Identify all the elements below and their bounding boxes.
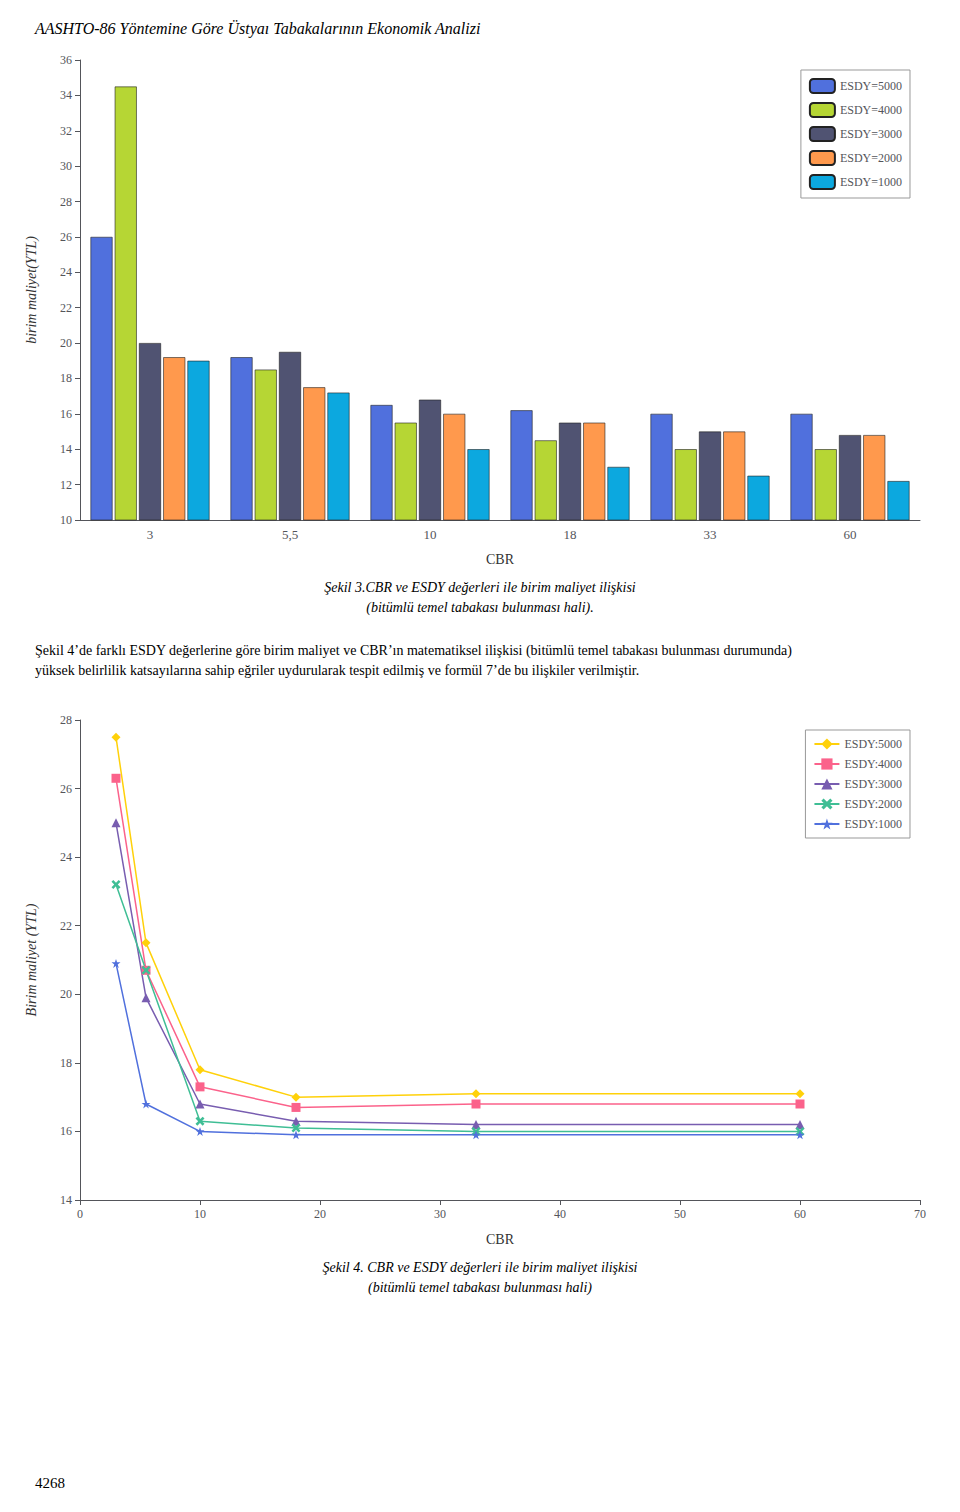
svg-text:30: 30 xyxy=(60,159,72,173)
svg-text:Şekil 3.CBR ve ESDY değerleri: Şekil 3.CBR ve ESDY değerleri ile birim … xyxy=(324,580,636,595)
svg-text:36: 36 xyxy=(60,53,72,67)
svg-text:ESDY=1000: ESDY=1000 xyxy=(840,175,902,189)
svg-text:60: 60 xyxy=(794,1207,806,1221)
svg-text:10: 10 xyxy=(194,1207,206,1221)
svg-text:33: 33 xyxy=(704,527,717,542)
svg-text:30: 30 xyxy=(434,1207,446,1221)
svg-text:(bitümlü temel tabakası bulunm: (bitümlü temel tabakası bulunması hali) xyxy=(368,1280,592,1296)
svg-text:16: 16 xyxy=(60,1124,72,1138)
svg-text:26: 26 xyxy=(60,782,72,796)
svg-text:18: 18 xyxy=(564,527,577,542)
svg-text:50: 50 xyxy=(674,1207,686,1221)
svg-text:18: 18 xyxy=(60,1056,72,1070)
svg-text:3: 3 xyxy=(147,527,154,542)
svg-text:AASHTO-86 Yöntemine Göre Üstya: AASHTO-86 Yöntemine Göre Üstyaı Tabakala… xyxy=(34,20,480,38)
svg-text:Şekil 4’de farklı ESDY değerle: Şekil 4’de farklı ESDY değerlerine göre … xyxy=(35,643,795,659)
svg-text:ESDY=3000: ESDY=3000 xyxy=(840,127,902,141)
svg-text:Şekil 4. CBR ve ESDY değerleri: Şekil 4. CBR ve ESDY değerleri ile birim… xyxy=(323,1260,638,1275)
svg-text:14: 14 xyxy=(60,442,72,456)
svg-text:ESDY=2000: ESDY=2000 xyxy=(840,151,902,165)
svg-text:32: 32 xyxy=(60,124,72,138)
svg-text:40: 40 xyxy=(554,1207,566,1221)
svg-text:20: 20 xyxy=(314,1207,326,1221)
svg-text:5,5: 5,5 xyxy=(282,527,298,542)
svg-text:ESDY:2000: ESDY:2000 xyxy=(844,797,902,811)
svg-text:4268: 4268 xyxy=(35,1475,65,1491)
svg-text:(bitümlü temel tabakası bulunm: (bitümlü temel tabakası bulunması hali). xyxy=(366,600,593,616)
svg-text:0: 0 xyxy=(77,1207,83,1221)
svg-text:22: 22 xyxy=(60,919,72,933)
svg-text:CBR: CBR xyxy=(486,552,515,567)
svg-text:Birim maliyet (YTL): Birim maliyet (YTL) xyxy=(24,903,40,1016)
svg-text:birim maliyet(YTL): birim maliyet(YTL) xyxy=(24,236,40,344)
svg-text:CBR: CBR xyxy=(486,1232,515,1247)
svg-text:20: 20 xyxy=(60,987,72,1001)
svg-text:34: 34 xyxy=(60,88,72,102)
svg-text:ESDY=4000: ESDY=4000 xyxy=(840,103,902,117)
svg-text:60: 60 xyxy=(844,527,857,542)
svg-text:20: 20 xyxy=(60,336,72,350)
svg-text:ESDY:3000: ESDY:3000 xyxy=(844,777,902,791)
svg-text:yüksek belirlilik katsayıların: yüksek belirlilik katsayılarına sahip eğ… xyxy=(35,663,639,678)
svg-text:ESDY:4000: ESDY:4000 xyxy=(844,757,902,771)
svg-text:24: 24 xyxy=(60,850,72,864)
svg-text:12: 12 xyxy=(60,478,72,492)
svg-text:16: 16 xyxy=(60,407,72,421)
svg-text:ESDY:5000: ESDY:5000 xyxy=(844,737,902,751)
svg-text:70: 70 xyxy=(914,1207,926,1221)
svg-text:28: 28 xyxy=(60,713,72,727)
svg-text:14: 14 xyxy=(60,1193,72,1207)
svg-text:ESDY:1000: ESDY:1000 xyxy=(844,817,902,831)
svg-text:ESDY=5000: ESDY=5000 xyxy=(840,79,902,93)
svg-text:18: 18 xyxy=(60,371,72,385)
svg-text:10: 10 xyxy=(424,527,437,542)
svg-text:22: 22 xyxy=(60,301,72,315)
svg-text:24: 24 xyxy=(60,265,72,279)
svg-text:10: 10 xyxy=(60,513,72,527)
svg-text:26: 26 xyxy=(60,230,72,244)
svg-text:28: 28 xyxy=(60,195,72,209)
